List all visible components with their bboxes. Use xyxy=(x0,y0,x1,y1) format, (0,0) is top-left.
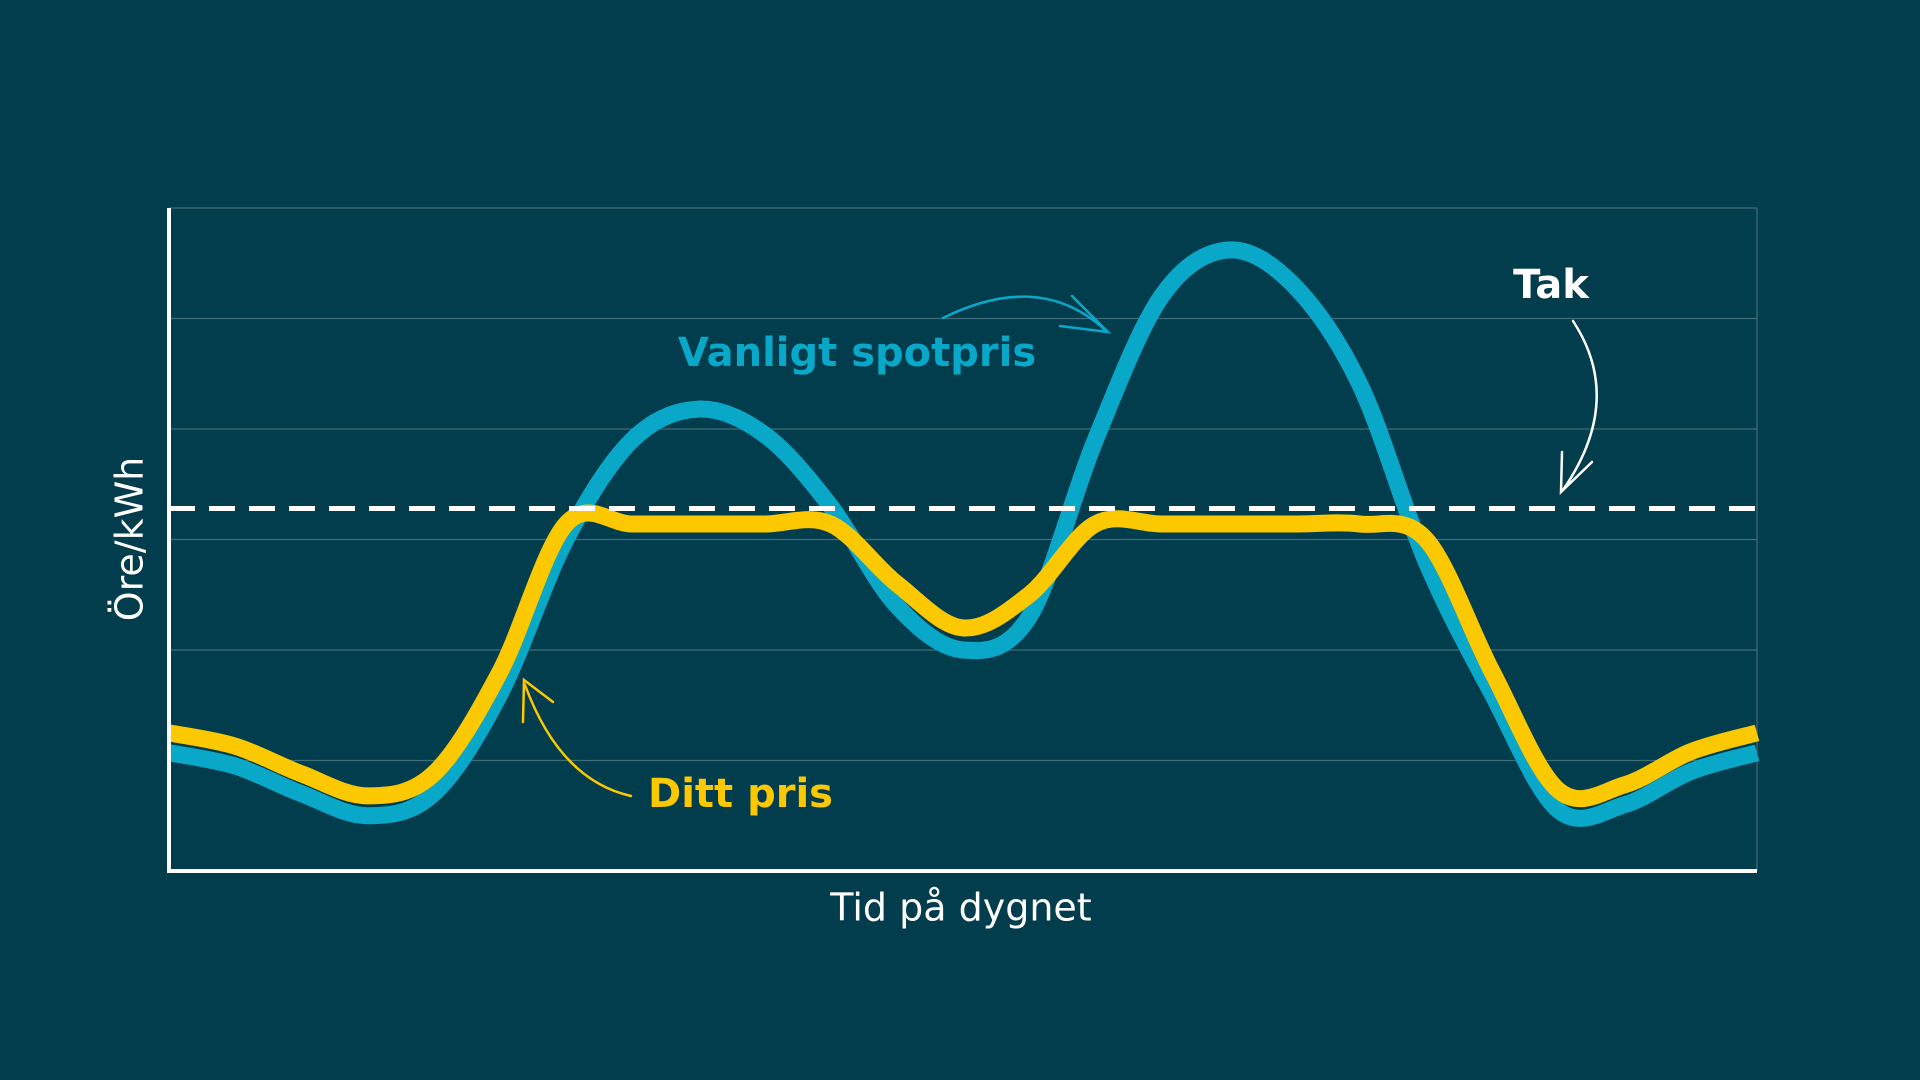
arrows xyxy=(521,294,1598,798)
series-line xyxy=(167,241,1760,827)
arrow-head xyxy=(1058,294,1112,334)
series-label: Vanligt spotpris xyxy=(678,330,1036,376)
x-axis-label: Tid på dygnet xyxy=(829,886,1091,930)
series-label: Ditt pris xyxy=(648,771,833,817)
grid xyxy=(169,207,1758,871)
arrow-head xyxy=(1559,450,1594,496)
arrow xyxy=(1561,319,1598,492)
cap-label: Tak xyxy=(1513,262,1590,308)
plot xyxy=(167,241,1760,827)
y-axis-label: Öre/kWh xyxy=(108,457,152,622)
series-line xyxy=(167,504,1760,808)
arrow xyxy=(523,683,633,798)
arrow xyxy=(941,295,1107,332)
arrow-head xyxy=(521,677,555,724)
